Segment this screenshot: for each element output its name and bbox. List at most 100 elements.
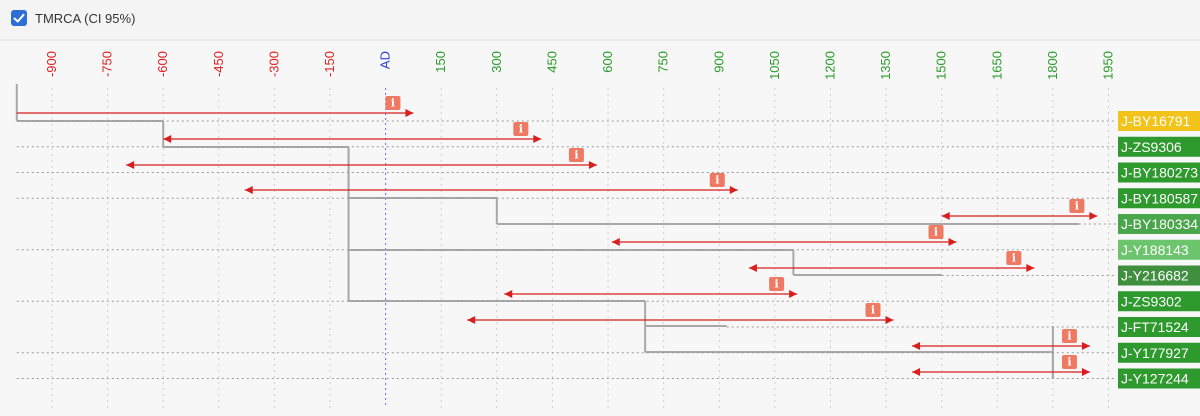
info-badge-glyph: i [775, 278, 779, 291]
ci-range-arrow-left [163, 135, 172, 143]
ci-range-arrow-right [405, 109, 414, 117]
x-tick-label: AD [378, 51, 393, 69]
info-badge-bg [1006, 251, 1022, 265]
info-badge-glyph: i [1012, 252, 1016, 265]
leaf-label[interactable]: J-Y127244 [1118, 368, 1200, 389]
ci-range-arrow-right [533, 135, 542, 143]
info-icon[interactable]: i [709, 173, 725, 187]
leaf-label-bg [1118, 136, 1200, 157]
info-badge-bg [709, 173, 725, 187]
x-tick-label: 1200 [822, 51, 837, 80]
leaf-label-bg [1118, 239, 1200, 260]
ci-range-arrow-right [789, 290, 798, 298]
ci-range-arrow-left [244, 186, 253, 194]
info-badge-glyph: i [574, 149, 578, 162]
x-tick-label: 600 [600, 51, 615, 73]
x-tick-label: -600 [155, 51, 170, 77]
leaf-label-text: J-ZS9306 [1121, 139, 1182, 155]
x-tick-label: -450 [211, 51, 226, 77]
ci-range-arrow-right [885, 316, 894, 324]
x-tick-label: 300 [489, 51, 504, 73]
info-badge-glyph: i [391, 97, 395, 110]
x-tick-label: 1650 [989, 51, 1004, 80]
ci-range-arrow-right [948, 238, 957, 246]
ci-range: i [611, 225, 957, 246]
ci-range-arrow-left [912, 342, 921, 350]
tmrca-checkbox-label[interactable]: TMRCA (CI 95%) [35, 11, 136, 26]
ci-range: i [163, 122, 542, 143]
x-tick-label: -750 [100, 51, 115, 77]
ci-range-arrow-left [748, 264, 757, 272]
x-tick-label: 750 [656, 51, 671, 73]
leaf-label-text: J-Y127244 [1121, 371, 1189, 387]
info-badge-bg [568, 148, 584, 162]
info-badge-glyph: i [871, 304, 875, 317]
info-badge-bg [769, 277, 785, 291]
info-badge-bg [865, 303, 881, 317]
ci-range-arrow-left [611, 238, 620, 246]
leaf-label-text: J-BY16791 [1121, 113, 1190, 129]
info-badge-glyph: i [1067, 356, 1071, 369]
leaf-label[interactable]: J-BY180587 [1118, 188, 1200, 209]
info-badge-glyph: i [1075, 200, 1079, 213]
info-badge-bg [1069, 199, 1085, 213]
ci-range: i [748, 251, 1035, 272]
ci-range: i [912, 329, 1090, 350]
leaf-label[interactable]: J-BY180334 [1118, 214, 1200, 234]
leaf-label-text: J-BY180334 [1121, 216, 1198, 232]
ci-range: i [244, 173, 738, 194]
leaf-label-bg [1118, 291, 1200, 312]
leaf-label[interactable]: J-Y188143 [1118, 239, 1200, 260]
ci-range-arrow-left [941, 212, 950, 220]
info-badge-glyph: i [519, 123, 523, 136]
leaf-label-text: J-Y177927 [1121, 345, 1189, 361]
ci-range: i [467, 303, 894, 324]
leaf-label-bg [1118, 111, 1200, 131]
info-icon[interactable]: i [769, 277, 785, 291]
info-icon[interactable]: i [568, 148, 584, 162]
leaf-label-bg [1118, 162, 1200, 183]
ci-range: i [912, 355, 1090, 376]
ci-range-arrow-right [1089, 212, 1098, 220]
leaf-label[interactable]: J-Y177927 [1118, 342, 1200, 363]
leaf-label[interactable]: J-BY16791 [1118, 111, 1200, 131]
info-badge-bg [385, 96, 401, 110]
ci-range-arrow-left [912, 368, 921, 376]
chart-background [0, 40, 1200, 416]
leaf-label[interactable]: J-BY180273 [1118, 162, 1200, 183]
info-icon[interactable]: i [865, 303, 881, 317]
tmrca-checkbox[interactable] [11, 10, 27, 26]
info-icon[interactable]: i [1061, 329, 1077, 343]
ci-range-arrow-right [1081, 368, 1090, 376]
leaf-label[interactable]: J-ZS9302 [1118, 291, 1200, 312]
leaf-label-text: J-ZS9302 [1121, 293, 1182, 309]
leaf-label-bg [1118, 342, 1200, 363]
info-icon[interactable]: i [513, 122, 529, 136]
info-icon[interactable]: i [385, 96, 401, 110]
leaf-label-bg [1118, 214, 1200, 234]
leaf-label-bg [1118, 265, 1200, 286]
ci-range-arrow-right [1026, 264, 1035, 272]
info-badge-glyph: i [715, 174, 719, 187]
leaf-label-text: J-BY180273 [1121, 165, 1198, 181]
leaf-label-text: J-BY180587 [1121, 190, 1198, 206]
leaf-label[interactable]: J-Y216682 [1118, 265, 1200, 286]
leaf-label-text: J-Y216682 [1121, 268, 1189, 284]
ci-range-arrow-right [729, 186, 738, 194]
leaf-label[interactable]: J-ZS9306 [1118, 136, 1200, 157]
x-tick-label: 1350 [878, 51, 893, 80]
info-icon[interactable]: i [1069, 199, 1085, 213]
info-icon[interactable]: i [1061, 355, 1077, 369]
x-tick-label: -150 [322, 51, 337, 77]
leaf-label-text: J-FT71524 [1121, 319, 1189, 335]
leaf-label[interactable]: J-FT71524 [1118, 317, 1200, 337]
leaf-label-text: J-Y188143 [1121, 242, 1189, 258]
ci-range: i [504, 277, 798, 298]
checkmark-icon [13, 13, 25, 23]
leaf-label-bg [1118, 317, 1200, 337]
info-icon[interactable]: i [1006, 251, 1022, 265]
info-icon[interactable]: i [928, 225, 944, 239]
ci-range-arrow-left [504, 290, 513, 298]
info-badge-bg [1061, 329, 1077, 343]
